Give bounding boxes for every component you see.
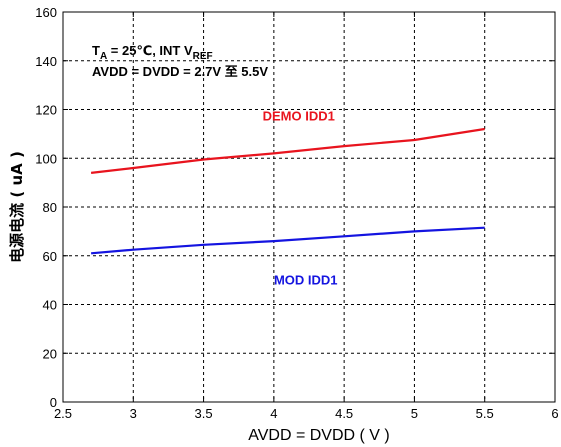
x-tick-label: 3 <box>130 406 137 421</box>
y-tick-label: 20 <box>43 346 57 361</box>
y-tick-label: 140 <box>35 54 57 69</box>
y-axis-title: 电源电流 ( uA ) <box>8 151 26 263</box>
x-tick-label: 4.5 <box>335 406 353 421</box>
x-tick-label: 4 <box>270 406 277 421</box>
x-tick-label: 3.5 <box>195 406 213 421</box>
annotation-conditions: TA = 25℃, INT VREF <box>92 43 213 62</box>
annotation-vref-subscript: REF <box>193 51 213 62</box>
x-tick-label: 5 <box>411 406 418 421</box>
annotation-supply-range: AVDD = DVDD = 2.7V 至 5.5V <box>92 64 268 79</box>
series-label-1: DEMO IDD1 <box>263 108 335 123</box>
y-tick-label: 100 <box>35 151 57 166</box>
series-label-2: MOD IDD1 <box>274 273 338 288</box>
y-tick-label: 80 <box>43 200 57 215</box>
y-tick-label: 40 <box>43 298 57 313</box>
x-axis-title: AVDD = DVDD ( V ) <box>248 427 390 444</box>
grid-lines <box>63 12 555 402</box>
y-tick-label: 60 <box>43 249 57 264</box>
y-tick-label: 0 <box>50 395 57 410</box>
annotation-t: T <box>92 43 100 58</box>
series-line-1 <box>90 127 485 174</box>
y-tick-label: 120 <box>35 103 57 118</box>
annotation-t-subscript: A <box>100 51 107 62</box>
y-tick-label: 160 <box>35 5 57 20</box>
x-tick-label: 2.5 <box>54 406 72 421</box>
series-lines: DEMO IDD1 MOD IDD1 <box>90 108 485 288</box>
x-tick-label: 6 <box>551 406 558 421</box>
annotation-conditions-text: = 25℃, INT V <box>107 43 193 58</box>
series-line-2 <box>91 226 485 255</box>
x-tick-label: 5.5 <box>476 406 494 421</box>
